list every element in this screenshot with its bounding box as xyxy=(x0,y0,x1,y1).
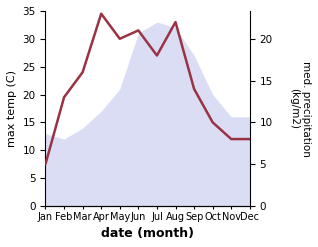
X-axis label: date (month): date (month) xyxy=(101,227,194,240)
Y-axis label: med. precipitation
(kg/m2): med. precipitation (kg/m2) xyxy=(289,61,311,156)
Y-axis label: max temp (C): max temp (C) xyxy=(7,70,17,147)
